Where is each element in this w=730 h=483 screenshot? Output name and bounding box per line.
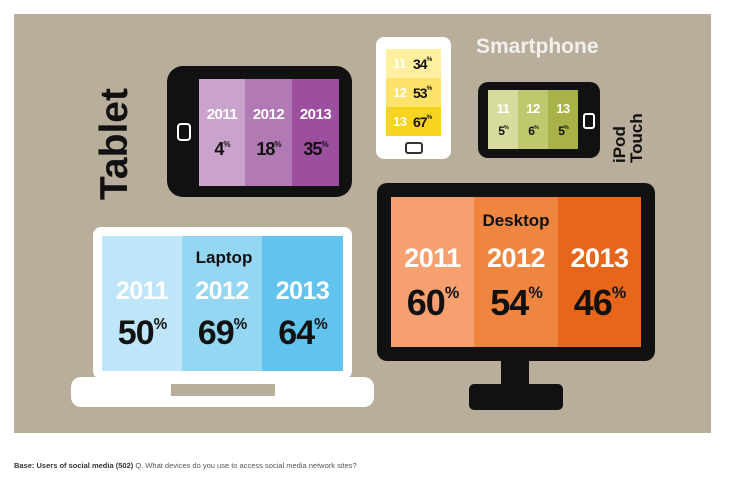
year-label: 2011 [206,105,238,123]
year-label: 2012 [252,105,285,123]
value-label: 46% [573,281,626,323]
tablet-col-2012: 2012 18% [245,79,292,186]
value-label: 4% [214,138,230,159]
laptop-col-2011: 2011 50% [102,236,182,371]
laptop-col-2012: 2012 69% [182,236,262,371]
value-label: 5% [498,124,508,138]
tablet-home-button [177,123,191,141]
value-label: 35% [303,138,328,159]
laptop-screen: 2011 50% 2012 69% 2013 64% Laptop [102,236,343,371]
year-label: 2012 [195,276,249,305]
year-label: 12 [526,101,540,116]
value-label: 67% [413,113,432,130]
year-label: 12 [393,85,407,100]
value-label: 69% [197,313,247,352]
value-label: 34% [413,55,432,72]
ipod-col-13: 13 5% [548,90,578,149]
smartphone-row-11: 11 34% [386,49,441,78]
value-label: 54% [490,281,542,323]
year-label: 2013 [299,105,332,123]
laptop-label: Laptop [195,248,253,267]
value-label: 53% [413,84,432,101]
value-label: 6% [528,124,538,138]
value-label: 60% [406,281,459,323]
year-label: 13 [393,114,407,129]
desktop-col-2013: 2013 46% [558,197,641,347]
desktop-screen: 2011 60% 2012 54% 2013 46% Desktop [391,197,641,347]
value-label: 64% [278,313,327,352]
desktop-col-2011: 2011 60% [391,197,474,347]
value-label: 18% [256,138,281,159]
footnote-question: Q. What devices do you use to access soc… [135,461,357,470]
smartphone-row-12: 12 53% [386,78,441,107]
ipod-home-button [583,113,595,129]
value-label: 5% [558,124,568,138]
ipod-screen: 11 5% 12 6% 13 5% [488,90,578,149]
year-label: 2012 [486,242,546,273]
year-label: 13 [556,101,570,116]
year-label: 11 [496,101,510,116]
year-label: 2013 [275,276,330,305]
year-label: 2011 [115,276,169,305]
ipod-touch-label: iPod Touch [610,113,646,163]
tablet-col-2013: 2013 35% [292,79,339,186]
year-label: 11 [393,56,406,71]
desktop-stand-base [469,384,563,410]
laptop-trackpad [171,384,275,396]
tablet-label: Tablet [93,88,136,200]
year-label: 2011 [404,242,461,273]
smartphone-row-13: 13 67% [386,107,441,136]
smartphone-screen: 11 34% 12 53% 13 67% [386,49,441,136]
footnote-base: Base: Users of social media (502) [14,461,134,470]
ipod-col-12: 12 6% [518,90,548,149]
smartphone-label: Smartphone [476,35,599,58]
smartphone-home-button [405,142,423,154]
year-label: 2013 [570,242,629,273]
desktop-col-2012: 2012 54% [474,197,558,347]
desktop-label: Desktop [482,211,550,230]
tablet-screen: 2011 4% 2012 18% 2013 35% [199,79,339,186]
footnote: Base: Users of social media (502) Q. Wha… [14,461,357,470]
ipod-col-11: 11 5% [488,90,518,149]
tablet-col-2011: 2011 4% [199,79,245,186]
laptop-col-2013: 2013 64% [262,236,343,371]
value-label: 50% [117,313,167,352]
